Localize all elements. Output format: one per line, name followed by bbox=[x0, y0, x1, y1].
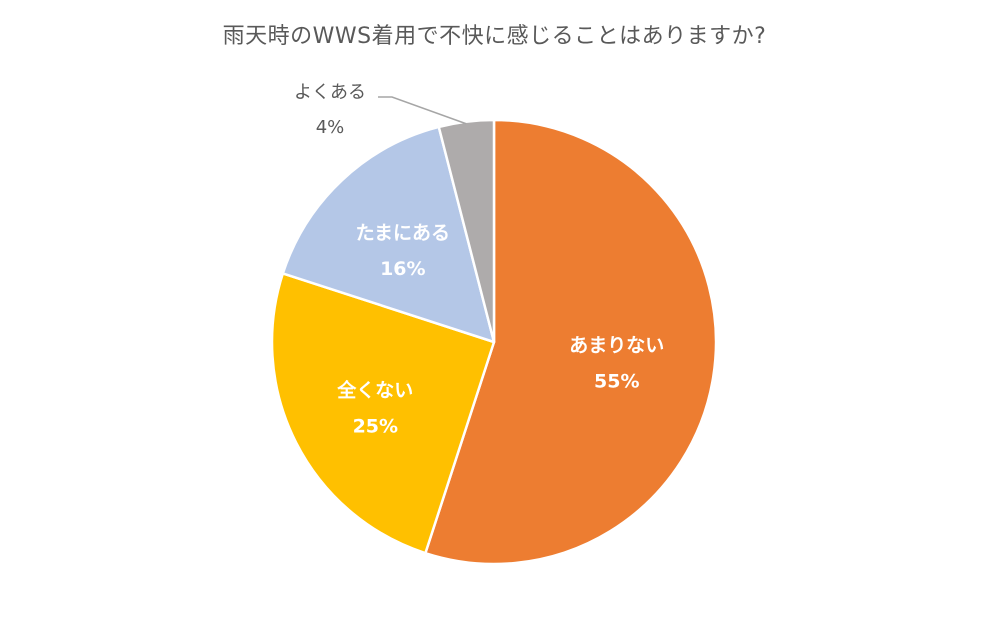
slice-category-label: あまりない bbox=[569, 334, 664, 356]
slice-value-label: 25% bbox=[353, 415, 398, 437]
pie-slice-3 bbox=[281, 125, 496, 344]
slice-value-label: 16% bbox=[380, 258, 425, 280]
slice-value-label: 4% bbox=[316, 117, 345, 138]
chart-title: 雨天時のWWS着用で不快に感じることはありますか? bbox=[222, 24, 767, 49]
pie-slice-1 bbox=[424, 118, 718, 566]
pie-slice-4 bbox=[437, 118, 496, 344]
slice-category-label: たまにある bbox=[356, 222, 450, 244]
slice-category-label: よくある bbox=[294, 82, 366, 103]
slice-category-label: 全くない bbox=[336, 378, 413, 401]
pie-slice-2 bbox=[270, 272, 496, 555]
slice-value-label: 55% bbox=[594, 370, 639, 392]
leader-line bbox=[378, 96, 467, 125]
